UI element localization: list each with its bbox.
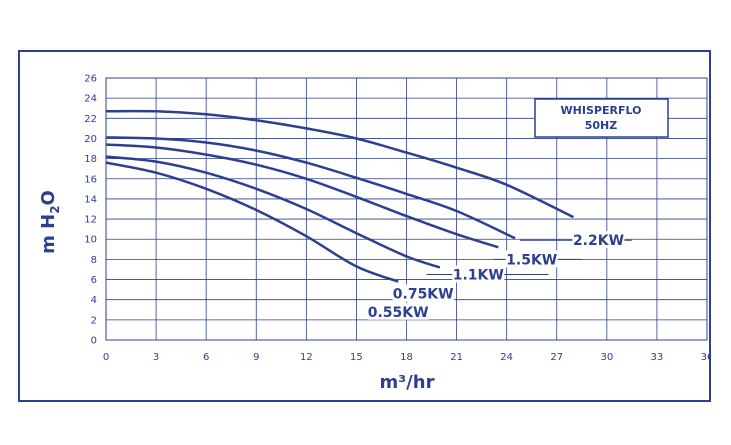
chart-frame: 0369121518212427303336 02468101214161820… bbox=[18, 50, 711, 402]
svg-text:m H2O: m H2O bbox=[38, 190, 62, 254]
y-tick-label: 22 bbox=[84, 114, 97, 125]
y-tick-label: 4 bbox=[91, 295, 97, 306]
x-tick-label: 24 bbox=[500, 352, 513, 363]
y-tick-label: 12 bbox=[84, 215, 97, 226]
curve-2-2kw bbox=[105, 109, 574, 219]
curve-0-75kw bbox=[105, 155, 441, 269]
x-tick-label: 21 bbox=[450, 352, 463, 363]
label-backing bbox=[452, 265, 505, 283]
y-tick-label: 20 bbox=[84, 134, 97, 145]
model-legend: WHISPERFLO 50HZ bbox=[534, 98, 669, 138]
y-axis-title-sub: 2 bbox=[48, 205, 62, 213]
curve-label: 0.75KW bbox=[393, 287, 454, 303]
y-tick-label: 18 bbox=[84, 154, 97, 165]
pump-curve-chart: 0369121518212427303336 02468101214161820… bbox=[38, 74, 709, 394]
x-tick-label: 12 bbox=[300, 352, 313, 363]
curve-1-5kw bbox=[105, 136, 516, 240]
y-tick-label: 2 bbox=[91, 315, 97, 326]
y-tick-label: 8 bbox=[91, 255, 97, 266]
y-tick-label: 26 bbox=[84, 74, 97, 85]
y-axis-title-tail: O bbox=[38, 190, 59, 205]
curve-label: 1.1KW bbox=[453, 268, 504, 284]
curve-label: 2.2KW bbox=[573, 233, 624, 249]
x-tick-label: 0 bbox=[103, 352, 109, 363]
y-tick-label: 24 bbox=[84, 94, 97, 105]
y-axis-title-main: m H bbox=[38, 214, 59, 254]
x-tick-label: 15 bbox=[350, 352, 363, 363]
x-tick-label: 30 bbox=[600, 352, 613, 363]
y-tick-label: 16 bbox=[84, 174, 97, 185]
x-tick-labels: 0369121518212427303336 bbox=[103, 352, 709, 363]
x-axis-title: m³/hr bbox=[380, 372, 435, 393]
x-tick-label: 33 bbox=[651, 352, 664, 363]
label-backing bbox=[367, 302, 429, 320]
label-backing bbox=[505, 250, 558, 268]
series-group bbox=[105, 109, 574, 283]
x-tick-label: 3 bbox=[153, 352, 159, 363]
x-tick-label: 27 bbox=[550, 352, 563, 363]
legend-box bbox=[534, 98, 669, 138]
label-backing bbox=[392, 284, 454, 302]
curve-label: 1.5KW bbox=[506, 252, 557, 268]
x-tick-label: 18 bbox=[400, 352, 413, 363]
y-tick-label: 6 bbox=[91, 275, 97, 286]
curve-label: 0.55KW bbox=[368, 305, 429, 321]
y-tick-label: 0 bbox=[91, 336, 97, 347]
y-tick-label: 14 bbox=[84, 194, 97, 205]
x-tick-label: 9 bbox=[253, 352, 259, 363]
x-tick-label: 6 bbox=[203, 352, 209, 363]
plot-border bbox=[105, 77, 708, 341]
y-axis-title: m H2O bbox=[38, 190, 62, 254]
curve-0-55kw bbox=[105, 161, 399, 283]
y-tick-label: 10 bbox=[84, 235, 97, 246]
legend-line-1: WHISPERFLO bbox=[561, 104, 642, 117]
curve-1-1kw bbox=[105, 143, 499, 249]
legend-line-2: 50HZ bbox=[585, 119, 618, 132]
x-tick-label: 36 bbox=[701, 352, 709, 363]
label-backing bbox=[572, 231, 625, 249]
